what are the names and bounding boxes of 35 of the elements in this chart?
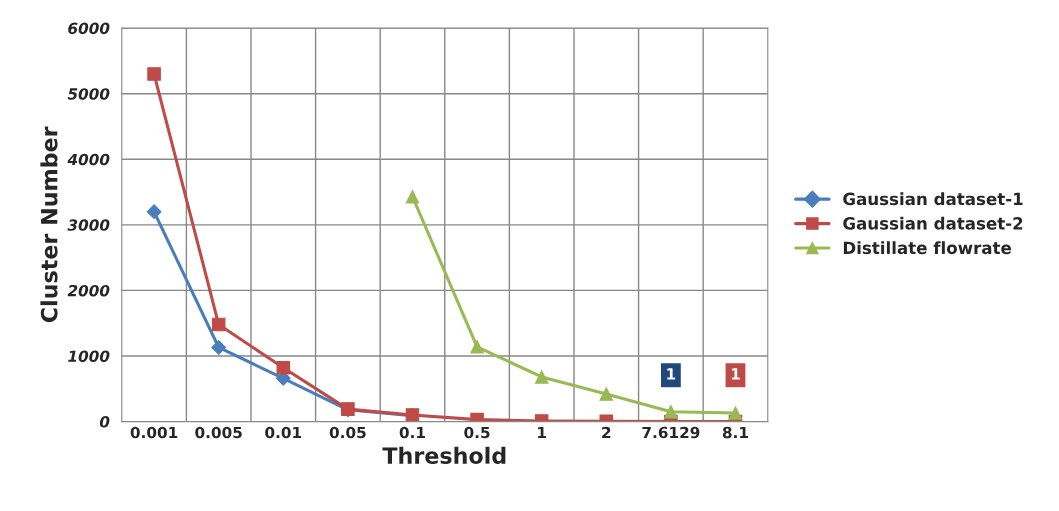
annotation: 1 [667, 368, 676, 380]
point [147, 67, 161, 81]
x-tick-label: 0.005 [195, 426, 242, 439]
x-tick-label: 0.05 [329, 426, 366, 439]
point [599, 387, 614, 401]
x-tick-label: 8.1 [722, 426, 748, 439]
data-label: 1 [731, 368, 740, 380]
legend-label: Gaussian dataset-1 [843, 192, 1023, 206]
point [470, 340, 484, 354]
x-axis-title: Threshold [382, 446, 506, 464]
point [146, 204, 162, 220]
y-axis-title: Cluster Number [40, 126, 58, 323]
x-tick-label: 7.6129 [642, 426, 700, 439]
y-tick-label: 2000 [67, 284, 110, 297]
point [211, 317, 226, 332]
y-tick-label: 6000 [68, 22, 110, 35]
x-tick-label: 1 [538, 426, 546, 439]
point [728, 406, 743, 420]
y-tick-label: 0 [99, 416, 110, 428]
x-tick-label: 0.5 [464, 426, 490, 439]
point [664, 404, 678, 419]
y-tick-label: 1000 [68, 350, 110, 363]
x-tick-label: 0.01 [265, 426, 302, 439]
y-tick-label: 4000 [67, 153, 110, 166]
y-tick-label: 3000 [67, 219, 110, 231]
point [276, 361, 291, 375]
x-tick-label: 2 [602, 426, 611, 439]
point [405, 189, 420, 204]
y-tick-label: 5000 [67, 88, 110, 100]
point [211, 340, 227, 355]
x-tick-label: 0.001 [130, 426, 178, 439]
point [534, 370, 549, 384]
legend-label: Distillate flowrate [843, 241, 1011, 255]
legend-label: Gaussian dataset-2 [843, 216, 1023, 230]
x-tick-label: 0.1 [399, 426, 425, 439]
